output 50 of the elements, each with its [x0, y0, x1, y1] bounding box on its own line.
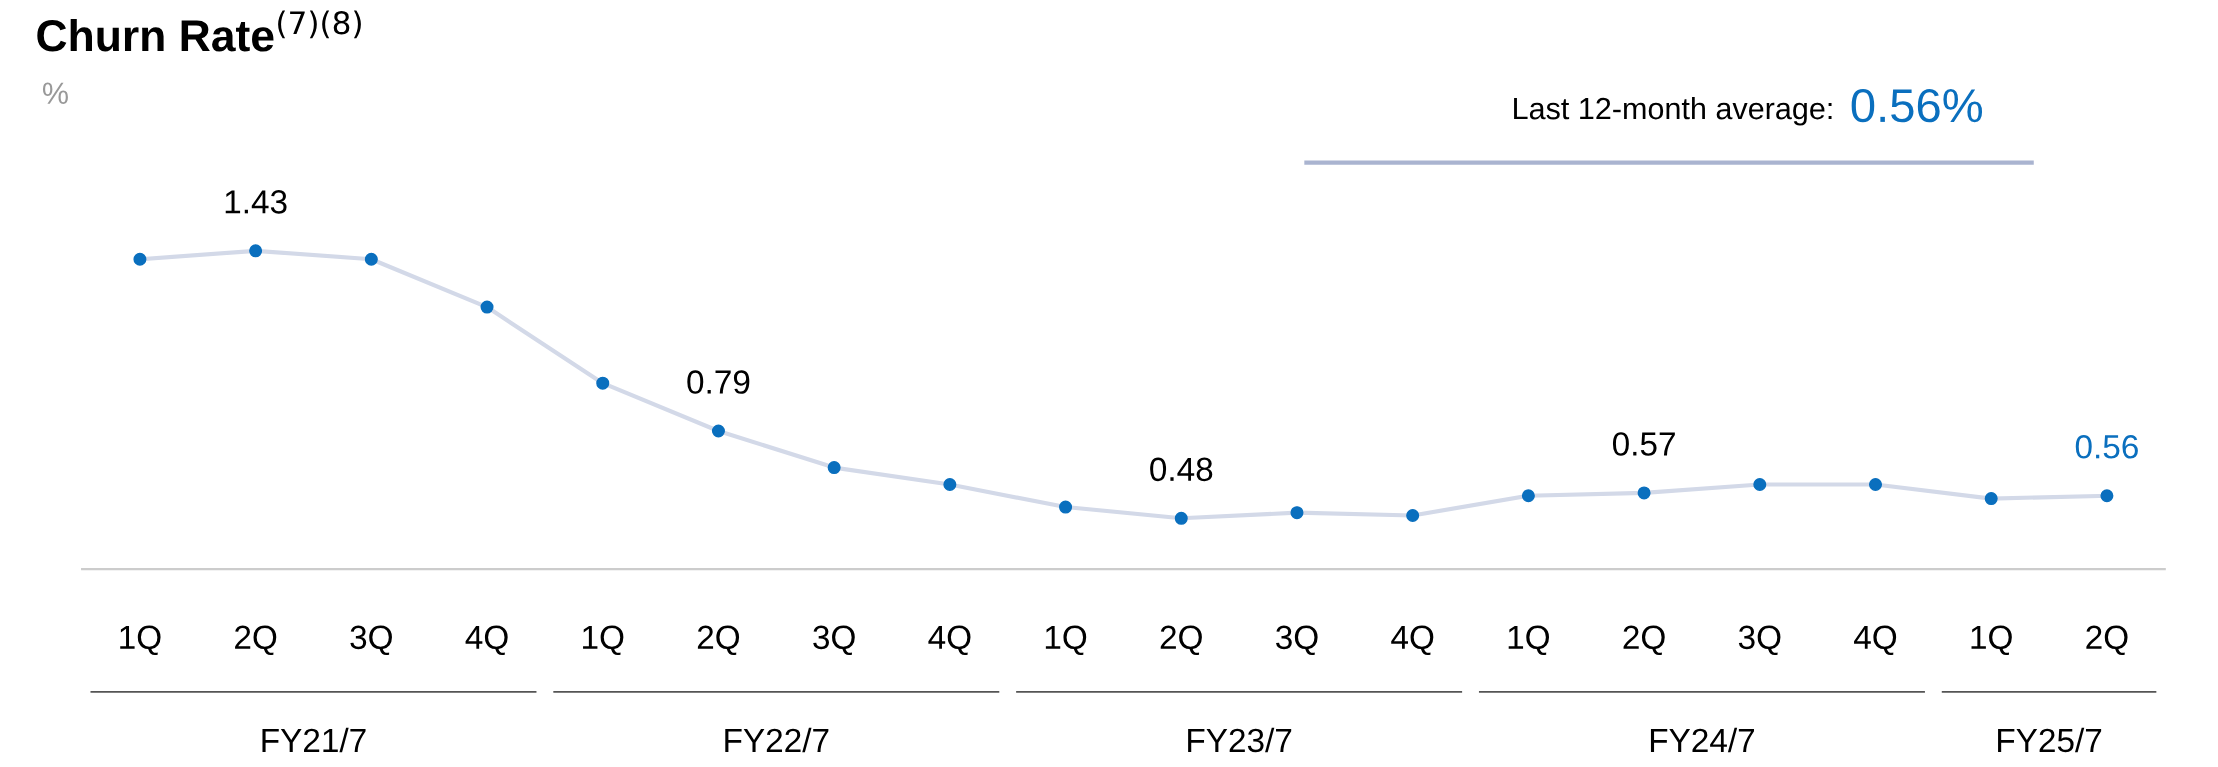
text: 0.56% [1851, 88, 1983, 123]
point [1290, 506, 1304, 520]
x-tick-label: 4Q [1391, 625, 1434, 656]
data-label: 0.56 [2075, 435, 2138, 459]
x-tick-label: 1Q [1045, 625, 1087, 656]
x-tick-label: 4Q [1854, 625, 1897, 656]
text: FY25/7 [1998, 727, 2102, 753]
x-tick-label: 2Q [697, 625, 740, 656]
x-tick-label: 1Q [583, 625, 624, 656]
text: FY24/7 [1650, 727, 1755, 753]
point [1406, 508, 1420, 522]
x-tick-label: 1Q [1971, 625, 2012, 656]
point [1984, 492, 1998, 506]
text: Last 12-month average: [1514, 96, 1832, 126]
point [1753, 477, 1767, 492]
chart-title: Churn Rate$^{(7)(8)}$ [37, 10, 361, 52]
x-tick-label: 2Q [235, 625, 277, 656]
x-tick-label: 4Q [465, 625, 508, 656]
x-tick-label: 3Q [1738, 625, 1781, 656]
x-tick-label: 3Q [350, 625, 392, 656]
point [1174, 511, 1188, 525]
point [943, 477, 957, 492]
point [1637, 486, 1651, 500]
data-label: 0.79 [687, 370, 750, 394]
point [480, 300, 494, 314]
point [133, 252, 147, 266]
point [1868, 477, 1883, 492]
point [711, 424, 725, 438]
text: FY23/7 [1188, 727, 1292, 753]
point [827, 461, 841, 475]
point [596, 376, 610, 390]
x-tick-label: 2Q [2086, 625, 2128, 656]
text: FY21/7 [262, 727, 366, 753]
point [1059, 500, 1073, 514]
x-tick-label: 3Q [1276, 625, 1318, 656]
y-axis-title: % [42, 82, 68, 104]
x-tick-label: 3Q [813, 625, 855, 656]
point [1521, 489, 1535, 503]
x-tick-label: 1Q [1508, 625, 1550, 656]
text: FY22/7 [725, 727, 829, 753]
point [364, 252, 378, 266]
data-label: 0.57 [1612, 432, 1675, 456]
point [249, 244, 263, 258]
x-tick-label: 4Q [928, 625, 971, 656]
x-tick-label: 2Q [1623, 625, 1665, 656]
data-label: 0.48 [1150, 457, 1213, 482]
x-tick-label: 2Q [1160, 625, 1202, 656]
point [2100, 489, 2114, 503]
x-tick-label: 1Q [120, 625, 161, 656]
data-label: 1.43 [225, 190, 287, 214]
